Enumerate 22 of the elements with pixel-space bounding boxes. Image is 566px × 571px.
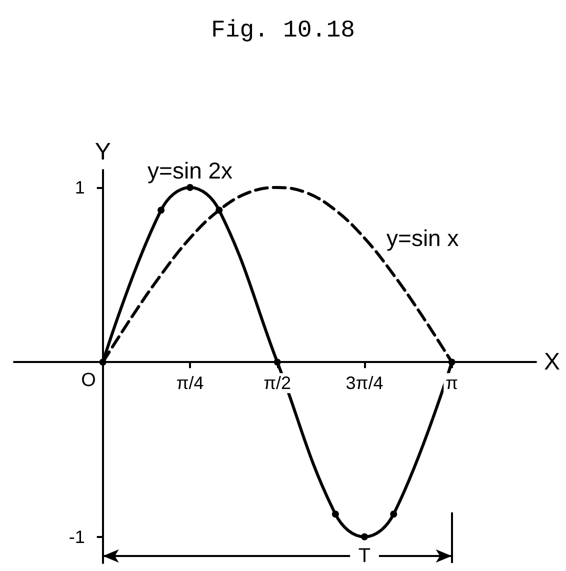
point (361, 533, 368, 540)
y-tick-label: -1 (68, 526, 85, 547)
point (390, 510, 398, 518)
chart-title: Fig. 10.18 (210, 18, 356, 44)
x-axis-title: X (544, 348, 560, 376)
point (448, 358, 456, 366)
x-tick-label: π/2 (264, 373, 292, 394)
annotation: T (358, 545, 371, 568)
x-tick-label: 3π/4 (346, 373, 384, 394)
x-tick-label: π/4 (176, 373, 204, 394)
point (186, 184, 194, 191)
point (158, 206, 165, 214)
point (216, 206, 223, 214)
series-label: y=sin x (386, 225, 460, 252)
x-tick-label: π (446, 373, 458, 394)
series-label: y=sin 2x (148, 157, 234, 184)
point (332, 510, 339, 518)
annotation: O (81, 370, 96, 392)
y-axis-title: Y (94, 138, 111, 166)
y-tick-label: 1 (74, 177, 85, 198)
point (274, 358, 281, 366)
point (99, 358, 106, 366)
